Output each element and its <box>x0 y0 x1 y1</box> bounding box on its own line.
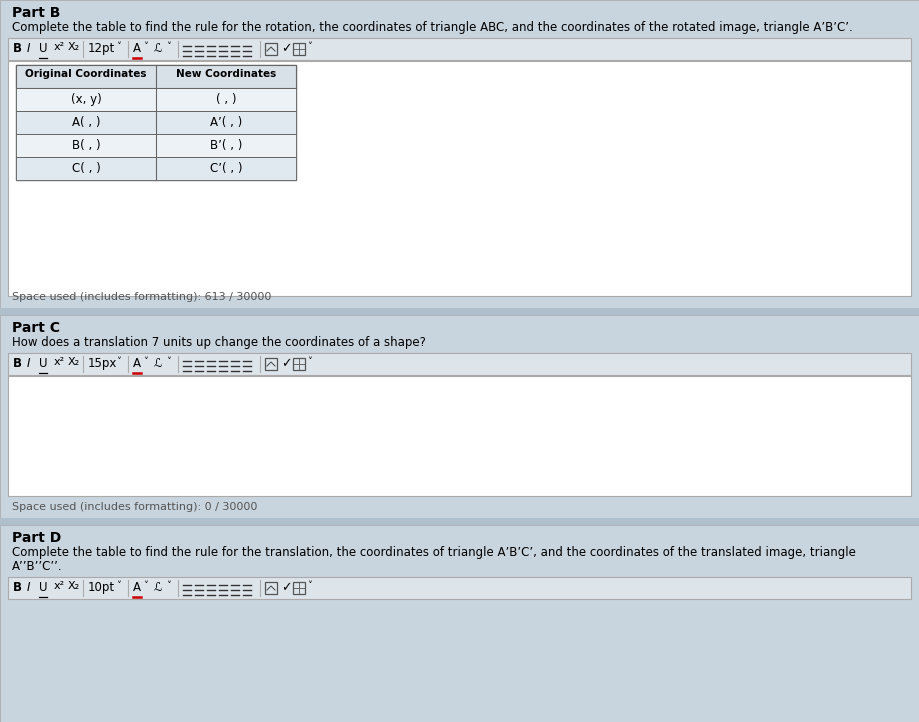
Bar <box>0 308 919 315</box>
Text: ˅: ˅ <box>307 42 312 52</box>
Text: New Coordinates: New Coordinates <box>176 69 276 79</box>
Text: ˅: ˅ <box>307 357 312 367</box>
Text: X₂: X₂ <box>68 42 80 52</box>
Bar <box>0 518 919 525</box>
Text: B: B <box>13 42 22 55</box>
Text: Complete the table to find the rule for the rotation, the coordinates of triangl: Complete the table to find the rule for … <box>12 21 853 34</box>
Text: ℒ: ℒ <box>154 42 163 55</box>
Text: A’( , ): A’( , ) <box>210 116 242 129</box>
Text: ✓: ✓ <box>281 581 291 594</box>
Text: A( , ): A( , ) <box>72 116 100 129</box>
Text: ˅: ˅ <box>166 357 171 367</box>
Text: I: I <box>27 581 30 594</box>
Text: B( , ): B( , ) <box>72 139 100 152</box>
Bar <box>293 582 305 594</box>
Text: A’’B’’C’’.: A’’B’’C’’. <box>12 560 62 573</box>
Text: (x, y): (x, y) <box>71 93 101 106</box>
Text: ˅: ˅ <box>116 42 121 52</box>
Text: ˅: ˅ <box>143 42 148 52</box>
Text: C( , ): C( , ) <box>72 162 100 175</box>
Bar <box>16 65 296 180</box>
Text: ˅: ˅ <box>166 581 171 591</box>
Text: A: A <box>133 357 141 370</box>
Bar <box>8 353 911 375</box>
Bar <box>0 525 919 722</box>
Text: U: U <box>39 581 48 594</box>
Bar <box>8 376 911 496</box>
Text: Part B: Part B <box>12 6 61 20</box>
Text: ˅: ˅ <box>166 42 171 52</box>
Text: C’( , ): C’( , ) <box>210 162 243 175</box>
Bar <box>16 157 296 180</box>
Bar <box>265 43 277 55</box>
Text: 12pt: 12pt <box>88 42 115 55</box>
Text: I: I <box>27 42 30 55</box>
Text: X₂: X₂ <box>68 581 80 591</box>
Bar <box>0 315 919 518</box>
Bar <box>8 38 911 60</box>
Text: ˅: ˅ <box>143 357 148 367</box>
Bar <box>293 358 305 370</box>
Text: Part D: Part D <box>12 531 62 545</box>
Text: I: I <box>27 357 30 370</box>
Text: B: B <box>13 581 22 594</box>
Text: ℒ: ℒ <box>154 581 163 594</box>
Bar <box>16 88 296 111</box>
Bar <box>16 111 296 134</box>
Text: ˅: ˅ <box>116 357 121 367</box>
Bar <box>16 134 296 157</box>
Text: ✓: ✓ <box>281 42 291 55</box>
Text: Original Coordinates: Original Coordinates <box>25 69 147 79</box>
Bar <box>16 65 296 88</box>
Text: How does a translation 7 units up change the coordinates of a shape?: How does a translation 7 units up change… <box>12 336 425 349</box>
Text: 15px: 15px <box>88 357 118 370</box>
Text: ˅: ˅ <box>307 581 312 591</box>
Text: Complete the table to find the rule for the translation, the coordinates of tria: Complete the table to find the rule for … <box>12 546 856 559</box>
Text: x²: x² <box>54 42 65 52</box>
Text: X₂: X₂ <box>68 357 80 367</box>
Bar <box>265 582 277 594</box>
Text: ˅: ˅ <box>143 581 148 591</box>
Text: ˅: ˅ <box>116 581 121 591</box>
Text: A: A <box>133 581 141 594</box>
Bar <box>293 43 305 55</box>
Text: 10pt: 10pt <box>88 581 115 594</box>
Text: x²: x² <box>54 357 65 367</box>
Text: A: A <box>133 42 141 55</box>
Text: Space used (includes formatting): 613 / 30000: Space used (includes formatting): 613 / … <box>12 292 271 302</box>
Text: B: B <box>13 357 22 370</box>
Text: ℒ: ℒ <box>154 357 163 370</box>
Bar <box>265 358 277 370</box>
Text: Part C: Part C <box>12 321 60 335</box>
Bar <box>8 577 911 599</box>
Text: B’( , ): B’( , ) <box>210 139 243 152</box>
Text: x²: x² <box>54 581 65 591</box>
Text: Space used (includes formatting): 0 / 30000: Space used (includes formatting): 0 / 30… <box>12 502 257 512</box>
Text: ( , ): ( , ) <box>216 93 236 106</box>
Bar <box>8 61 911 296</box>
Bar <box>0 0 919 308</box>
Text: U: U <box>39 357 48 370</box>
Text: U: U <box>39 42 48 55</box>
Text: ✓: ✓ <box>281 357 291 370</box>
